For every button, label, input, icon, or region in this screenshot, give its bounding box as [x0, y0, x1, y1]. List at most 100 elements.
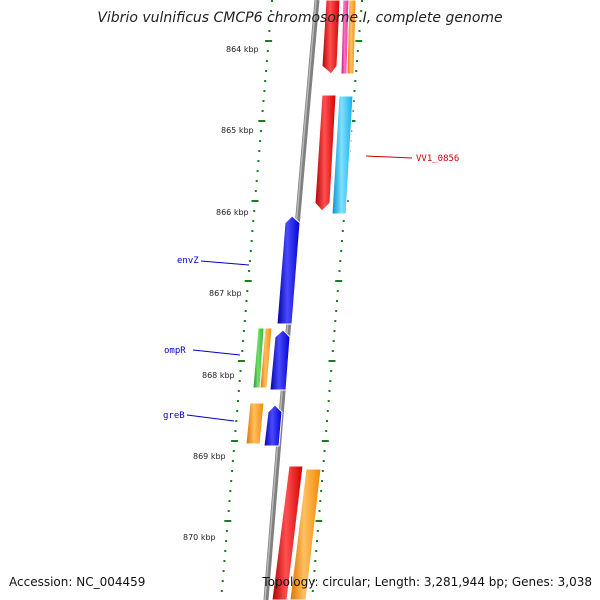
left-track-tick [265, 70, 268, 72]
kbp-label-869: 869 kbp [193, 452, 226, 461]
leader-line-greb [186, 414, 235, 422]
left-track-tick [250, 240, 253, 242]
left-track-tick [245, 300, 248, 302]
left-track-tick [237, 390, 240, 392]
right-track-tick [314, 560, 317, 562]
kbp-label-868: 868 kbp [202, 371, 235, 380]
gene-ompr [269, 329, 291, 391]
right-track-tick [356, 60, 358, 62]
left-track-tick [249, 250, 252, 252]
right-track-tick [311, 590, 314, 592]
right-track-tick [338, 270, 341, 272]
left-track-tick [231, 470, 234, 472]
left-track-tick [222, 570, 225, 572]
right-track-tick [352, 100, 355, 102]
left-track-tick [266, 50, 269, 52]
kbp-label-865: 865 kbp [221, 126, 254, 135]
right-track-tick [339, 260, 342, 262]
left-track-tick [234, 430, 237, 432]
right-track-tick [321, 470, 324, 472]
right-track-tick [355, 70, 358, 72]
left-track-tick [257, 160, 260, 162]
right-track-tick [312, 580, 315, 582]
kbp-label-870: 870 kbp [183, 533, 216, 542]
right-track-tick [359, 20, 362, 22]
right-track-tick [325, 430, 328, 432]
left-track-tick [268, 30, 271, 32]
accession-text: Accession: NC_004459 [9, 575, 146, 589]
right-track-tick [315, 550, 318, 552]
left-track-tick [244, 310, 247, 312]
right-track-tick [340, 250, 343, 252]
left-track-tick [242, 340, 245, 342]
right-track-tick [315, 520, 323, 522]
right-track-tick [328, 360, 336, 362]
leader-line-envz [200, 260, 250, 266]
left-track-tick [228, 500, 231, 502]
right-track-tick [335, 310, 338, 312]
right-track-tick [316, 530, 319, 532]
right-track-tick [332, 340, 335, 342]
left-track-tick [225, 530, 228, 532]
left-track-tick [256, 170, 259, 172]
right-track-tick [327, 400, 330, 402]
right-track-tick [323, 450, 326, 452]
left-track-tick [221, 580, 224, 582]
left-track-tick [264, 80, 267, 82]
right-track-tick [326, 410, 329, 412]
left-track-tick [231, 440, 239, 442]
right-track-tick [354, 80, 357, 82]
right-track-tick [321, 440, 329, 442]
right-track-tick [342, 220, 345, 222]
right-track-tick [331, 350, 334, 352]
left-track-tick [246, 290, 249, 292]
genome-stats: Topology: circular; Length: 3,281,944 bp… [262, 575, 592, 589]
gene-block-red-bottom [271, 465, 304, 600]
left-track-tick [263, 90, 266, 92]
right-track-tick [351, 110, 354, 112]
kbp-label-867: 867 kbp [209, 289, 242, 298]
gene-arrow-red-865 [314, 94, 337, 212]
right-track-tick [322, 460, 325, 462]
right-track-tick [316, 540, 318, 542]
left-track-tick [258, 120, 266, 122]
kbp-label-864: 864 kbp [226, 45, 259, 54]
left-track-tick [251, 200, 259, 202]
left-track-tick [231, 460, 234, 462]
left-track-tick [269, 20, 272, 22]
left-track-tick [237, 400, 239, 402]
gene-block-orange-greb [245, 402, 265, 445]
left-track-tick [236, 410, 239, 412]
left-track-tick [237, 360, 245, 362]
gene-arrow-red-top [321, 0, 341, 75]
gene-label-envz[interactable]: envZ [177, 256, 199, 266]
left-track-tick [270, 10, 273, 12]
right-track-tick [360, 10, 363, 12]
gene-label-vv1-0856[interactable]: VV1_0856 [416, 154, 459, 164]
right-track-tick [333, 330, 336, 332]
left-track-tick [225, 540, 228, 542]
left-track-tick [224, 520, 232, 522]
left-track-tick [239, 370, 242, 372]
left-track-tick [265, 60, 268, 62]
right-track-tick [336, 300, 338, 302]
left-track-tick [230, 480, 233, 482]
left-track-tick [227, 510, 230, 512]
gene-label-greb[interactable]: greB [163, 411, 185, 421]
left-track-tick [262, 100, 265, 102]
left-track-tick [258, 150, 261, 152]
gene-block-orange-bottom [289, 468, 322, 600]
left-track-tick [255, 180, 258, 182]
gene-label-ompr[interactable]: ompR [164, 346, 186, 356]
leader-line-vv1-0856 [365, 155, 413, 159]
right-track-tick [358, 30, 361, 32]
left-track-tick [253, 210, 256, 212]
right-track-tick [334, 320, 337, 322]
left-track-tick [248, 260, 251, 262]
right-track-tick [361, 0, 363, 2]
leader-line-ompr [192, 349, 241, 356]
left-track-tick [242, 330, 245, 332]
kbp-label-866: 866 kbp [216, 208, 249, 217]
right-track-tick [356, 50, 359, 52]
